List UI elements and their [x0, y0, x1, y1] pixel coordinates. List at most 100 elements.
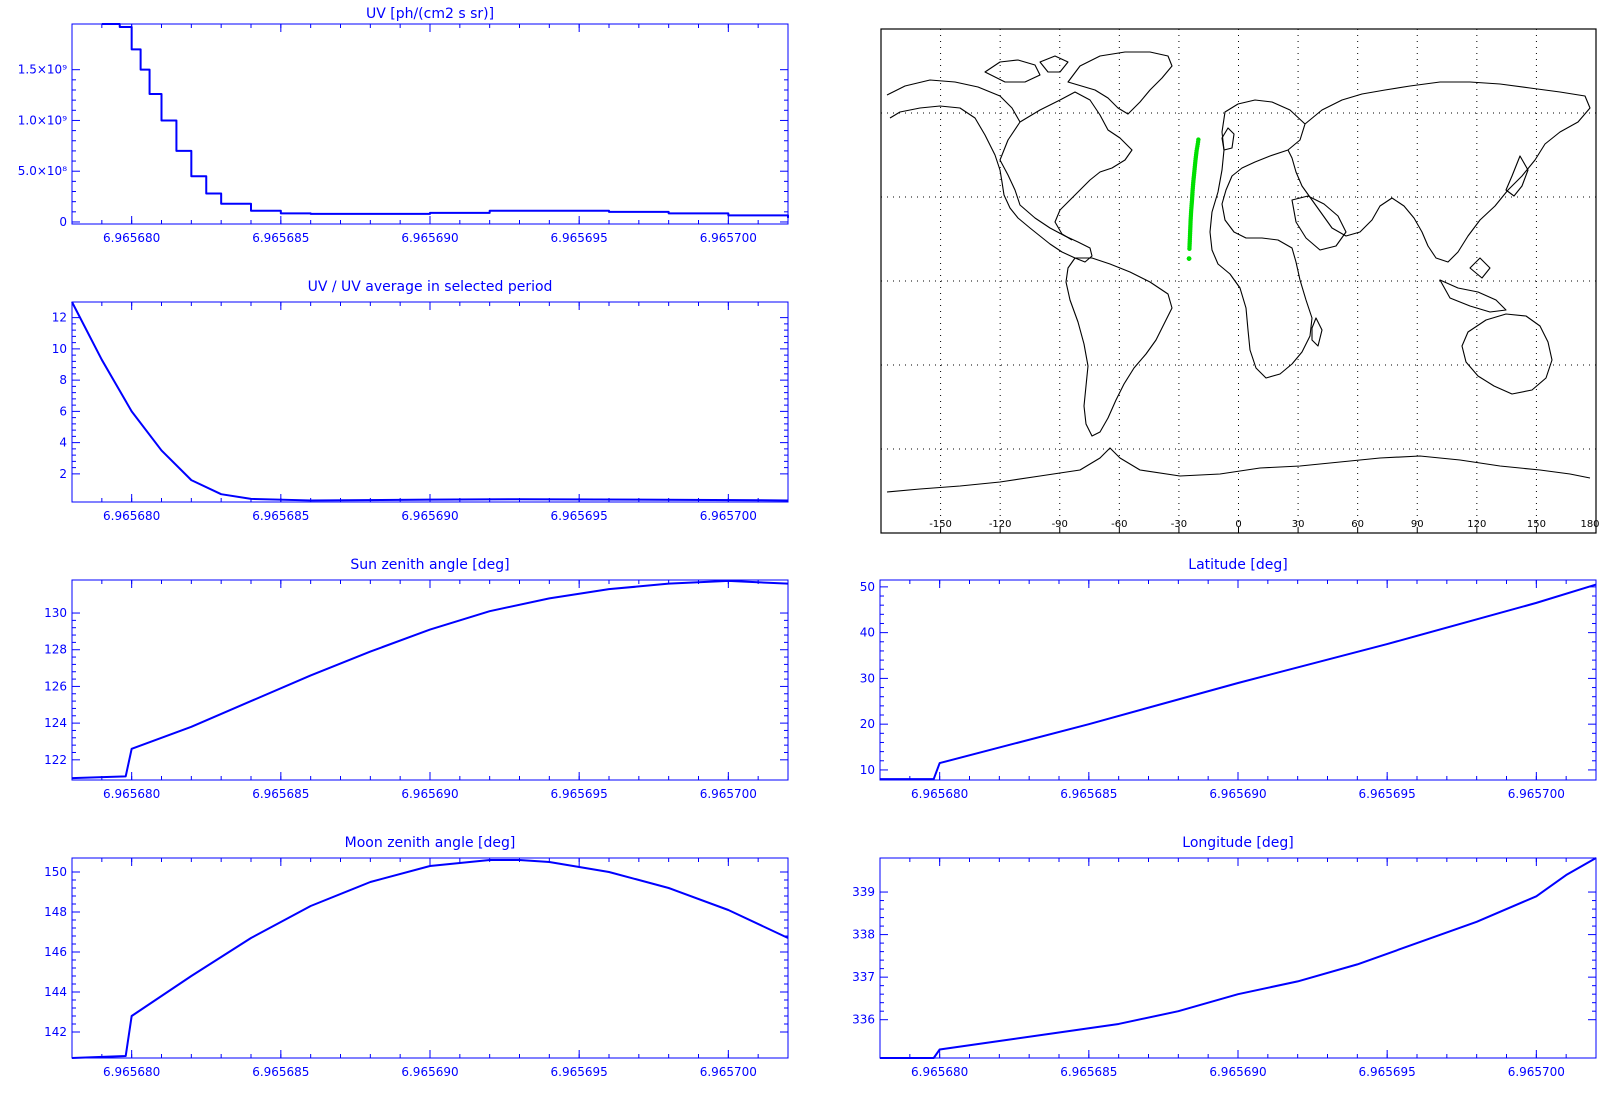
series-line [880, 583, 1597, 781]
y-tick-label: 339 [852, 885, 875, 899]
y-tick-label: 8 [59, 373, 67, 387]
chart-title: Moon zenith angle [deg] [345, 835, 516, 851]
y-tick-label: 142 [44, 1025, 67, 1039]
map-x-tick-label: 150 [1527, 519, 1546, 530]
x-tick-label: 6.965680 [103, 1065, 160, 1079]
x-tick-label: 6.965680 [103, 509, 160, 523]
y-tick-label: 10 [52, 342, 67, 356]
series-layer [71, 301, 789, 502]
satellite-track [1186, 137, 1201, 261]
north-america-east-coastline [1019, 91, 1133, 241]
y-tick-label: 336 [852, 1013, 875, 1027]
x-tick-label: 6.965695 [1359, 1065, 1416, 1079]
chart-title: Longitude [deg] [1182, 835, 1293, 851]
x-tick-label: 6.965700 [700, 231, 757, 245]
chart-title: UV / UV average in selected period [308, 279, 553, 295]
map-axis-ticks: -150 -120 -90 -60 -30 0 30 60 90 120 150 180 [929, 519, 1600, 533]
series-line [880, 857, 1597, 1059]
latitude-chart: Latitude [deg] 6.965680 6.965685 6.965690 6… [860, 557, 1597, 801]
y-tick-label: 337 [852, 970, 875, 984]
series-line [71, 579, 789, 780]
x-tick-label: 6.965700 [700, 787, 757, 801]
y-tick-label: 126 [44, 679, 67, 693]
x-tick-label: 6.965680 [103, 787, 160, 801]
series-layer [101, 23, 789, 218]
map-x-tick-label: 90 [1411, 519, 1424, 530]
x-tick-label: 6.965690 [401, 1065, 458, 1079]
y-tick-label: 30 [860, 671, 875, 685]
x-tick-label: 6.965685 [252, 231, 309, 245]
y-tick-label: 150 [44, 865, 67, 879]
coastlines [886, 51, 1591, 493]
x-tick-label: 6.965680 [911, 1065, 968, 1079]
antarctica-coastline [886, 447, 1591, 493]
map-x-tick-label: 180 [1580, 519, 1599, 530]
plot-frame [71, 579, 789, 781]
south-america-coastline [1065, 257, 1173, 437]
japan-coastline [1505, 155, 1529, 197]
sun-zenith-chart: Sun zenith angle [deg] 6.965680 6.965685 6… [44, 557, 789, 801]
arctic-islands-coastline [984, 55, 1069, 83]
x-tick-label: 6.965685 [252, 509, 309, 523]
axis-ticks: 6.965680 6.965685 6.965690 6.965695 6.965700… [44, 858, 788, 1079]
uk-coastline [1221, 127, 1235, 151]
series-layer [880, 857, 1597, 1059]
arabia-coastline [1291, 195, 1347, 251]
y-tick-label: 146 [44, 945, 67, 959]
x-tick-label: 6.965680 [103, 231, 160, 245]
track-point [1196, 137, 1201, 142]
north-america-coastline [886, 79, 1093, 263]
y-tick-label: 50 [860, 580, 875, 594]
chart-title: UV [ph/(cm2 s sr)] [366, 6, 494, 22]
y-tick-label: 1.5×10⁹ [18, 63, 67, 77]
series-layer [71, 579, 789, 780]
axis-ticks: 6.965680 6.965685 6.965690 6.965695 6.965700… [44, 580, 788, 801]
longitude-chart: Longitude [deg] 6.965680 6.965685 6.965690… [852, 835, 1597, 1079]
y-tick-label: 4 [59, 436, 67, 450]
southeast-asia-islands-coastline [1439, 257, 1507, 313]
series-layer [880, 583, 1597, 781]
asia-coastline [1287, 81, 1591, 263]
x-tick-label: 6.965695 [551, 787, 608, 801]
map-x-tick-label: -60 [1111, 519, 1127, 530]
map-x-tick-label: 120 [1467, 519, 1486, 530]
map-x-tick-label: -150 [929, 519, 952, 530]
y-tick-label: 0 [59, 215, 67, 229]
y-tick-label: 6 [59, 404, 67, 418]
series-line [71, 859, 789, 1059]
y-tick-label: 148 [44, 905, 67, 919]
series-line [101, 23, 789, 218]
plot-frame [879, 857, 1597, 1059]
y-tick-label: 20 [860, 717, 875, 731]
x-tick-label: 6.965700 [700, 1065, 757, 1079]
uv-chart: UV [ph/(cm2 s sr)] 6.965680 6.965685 6.965… [18, 6, 789, 245]
australia-coastline [1461, 313, 1553, 395]
x-tick-label: 6.965690 [1209, 1065, 1266, 1079]
map-x-tick-label: 0 [1235, 519, 1241, 530]
x-tick-label: 6.965685 [252, 787, 309, 801]
plot-frame [71, 301, 789, 503]
x-tick-label: 6.965695 [551, 509, 608, 523]
y-tick-label: 1.0×10⁹ [18, 113, 67, 127]
x-tick-label: 6.965690 [1209, 787, 1266, 801]
axis-ticks: 6.965680 6.965685 6.965690 6.965695 6.965700… [52, 302, 788, 523]
x-tick-label: 6.965695 [551, 1065, 608, 1079]
chart-title: Latitude [deg] [1188, 557, 1287, 573]
x-tick-label: 6.965690 [401, 787, 458, 801]
plot-frame [71, 857, 789, 1059]
y-tick-label: 2 [59, 467, 67, 481]
map-x-tick-label: -120 [989, 519, 1012, 530]
x-tick-label: 6.965695 [1359, 787, 1416, 801]
plot-frame [71, 23, 789, 225]
map-x-tick-label: 60 [1351, 519, 1364, 530]
x-tick-label: 6.965680 [911, 787, 968, 801]
track-point [1186, 256, 1192, 261]
x-tick-label: 6.965690 [401, 231, 458, 245]
y-tick-label: 144 [44, 985, 67, 999]
x-tick-label: 6.965685 [1060, 1065, 1117, 1079]
moon-zenith-chart: Moon zenith angle [deg] 6.965680 6.965685… [44, 835, 789, 1079]
y-tick-label: 5.0×10⁸ [18, 164, 67, 178]
y-tick-label: 128 [44, 643, 67, 657]
y-tick-label: 124 [44, 716, 67, 730]
